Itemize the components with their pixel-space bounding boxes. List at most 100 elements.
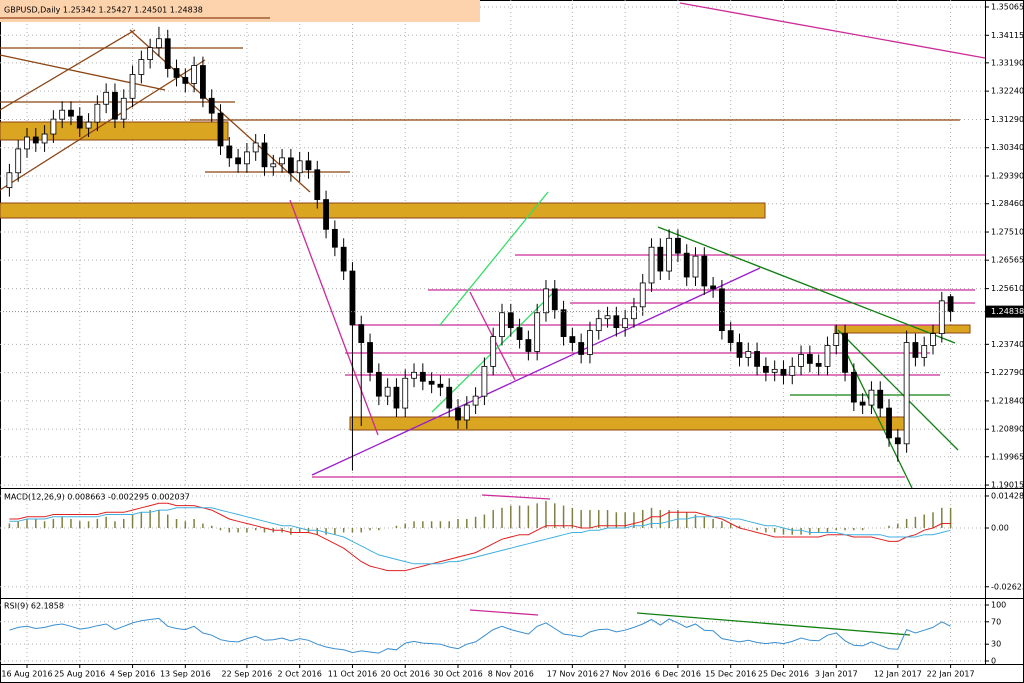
- candle-body: [50, 118, 57, 135]
- candle-body: [595, 318, 602, 332]
- divergence-line: [469, 609, 539, 616]
- x-tick-label: 4 Sep 2016: [110, 670, 156, 679]
- y-tick-label: 30: [991, 640, 1001, 649]
- candle-body: [947, 296, 954, 313]
- candle-body: [191, 65, 198, 84]
- x-tick-label: 17 Nov 2016: [547, 670, 598, 679]
- chart-title: GBPUSD,Daily 1.25342 1.25427 1.24501 1.2…: [4, 6, 203, 15]
- candle-body: [419, 371, 426, 382]
- candle-body: [243, 151, 250, 165]
- x-tick-label: 22 Jan 2017: [927, 670, 975, 679]
- y-tick-label: 1.20890: [991, 425, 1024, 434]
- candle-body: [15, 148, 22, 174]
- y-tick-label: 1.23740: [991, 340, 1024, 349]
- candle-body: [402, 377, 409, 409]
- candle-body: [76, 115, 83, 129]
- candle-body: [6, 172, 13, 189]
- candle-body: [472, 395, 479, 406]
- candle-body: [894, 437, 901, 445]
- candle-body: [930, 333, 936, 346]
- y-tick-label: 1.31290: [991, 115, 1024, 124]
- candle-body: [103, 91, 110, 105]
- y-tick-label: 1.28460: [991, 199, 1024, 208]
- indicator-title: MACD(12,26,9) 0.008663 -0.002295 0.00203…: [4, 493, 190, 502]
- indicator-title: RSI(9) 62.1858: [4, 602, 64, 611]
- candle-body: [94, 103, 101, 123]
- x-tick-label: 22 Sep 2016: [222, 670, 273, 679]
- candle-body: [481, 365, 488, 397]
- candle-body: [182, 77, 189, 84]
- candle-body: [692, 255, 699, 278]
- candle-body: [323, 199, 329, 230]
- candle-body: [147, 47, 154, 60]
- candle-body: [657, 246, 664, 272]
- x-tick-label: 2 Oct 2016: [277, 670, 321, 679]
- divergence-line: [481, 494, 551, 500]
- indicator-line: [9, 502, 951, 572]
- trend-line: [0, 59, 206, 191]
- candle-body: [938, 300, 945, 335]
- candle-body: [358, 324, 365, 343]
- candle-body: [912, 342, 919, 358]
- candle-body: [305, 160, 312, 171]
- candle-body: [587, 330, 593, 355]
- y-tick-label: 0.014288: [991, 491, 1024, 500]
- candle-body: [534, 312, 541, 352]
- candle-body: [815, 362, 822, 367]
- candle-body: [754, 351, 760, 367]
- y-tick-label: 70: [991, 617, 1001, 626]
- candle-body: [727, 330, 734, 343]
- title-background: [0, 0, 480, 22]
- candle-body: [762, 365, 769, 373]
- y-tick-label: 1.19965: [991, 452, 1024, 461]
- x-tick-label: 3 Jan 2017: [815, 670, 858, 679]
- candle-body: [701, 255, 708, 287]
- candle-body: [367, 342, 373, 373]
- candle-body: [164, 38, 171, 69]
- candle-body: [850, 371, 857, 403]
- y-tick-label: 0: [991, 656, 996, 665]
- y-tick-label: 1.27510: [991, 228, 1024, 237]
- candle-body: [622, 318, 629, 329]
- candle-body: [411, 371, 417, 379]
- candle-body: [331, 228, 338, 248]
- candle-body: [710, 285, 717, 290]
- candle-body: [463, 404, 470, 421]
- trend-line: [311, 267, 761, 476]
- y-tick-label: -0.026237: [991, 582, 1024, 591]
- candle-body: [129, 74, 136, 99]
- candle-body: [226, 145, 233, 159]
- candle-body: [393, 386, 400, 409]
- candle-body: [349, 270, 356, 326]
- candle-body: [208, 97, 215, 114]
- x-tick-label: 12 Jan 2017: [874, 670, 922, 679]
- indicator-line: [9, 617, 951, 654]
- candle-body: [279, 157, 285, 165]
- candle-body: [296, 160, 303, 174]
- channel-line: [439, 191, 549, 326]
- y-tick-label: 1.34115: [991, 31, 1024, 40]
- candle-body: [578, 342, 585, 355]
- x-tick-label: 25 Aug 2016: [54, 670, 105, 679]
- x-tick-label: 6 Dec 2016: [655, 670, 701, 679]
- candle-body: [525, 339, 532, 352]
- candle-body: [24, 136, 30, 150]
- candle-body: [604, 315, 611, 320]
- candle-body: [543, 288, 549, 314]
- divergence-line: [636, 612, 911, 636]
- zone: [0, 121, 229, 141]
- candle-body: [507, 312, 514, 329]
- candle-body: [666, 237, 673, 272]
- candle-body: [569, 336, 576, 343]
- candle-body: [41, 133, 48, 144]
- y-tick-label: 1.35065: [991, 2, 1024, 11]
- candle-body: [428, 380, 435, 385]
- candle-body: [340, 246, 347, 272]
- y-tick-label: 1.29390: [991, 172, 1024, 181]
- candle-body: [112, 91, 118, 120]
- x-tick-label: 11 Oct 2016: [328, 670, 377, 679]
- candle-body: [745, 351, 752, 358]
- candle-body: [675, 237, 681, 254]
- candle-body: [156, 38, 162, 49]
- y-tick-label: 1.22790: [991, 368, 1024, 377]
